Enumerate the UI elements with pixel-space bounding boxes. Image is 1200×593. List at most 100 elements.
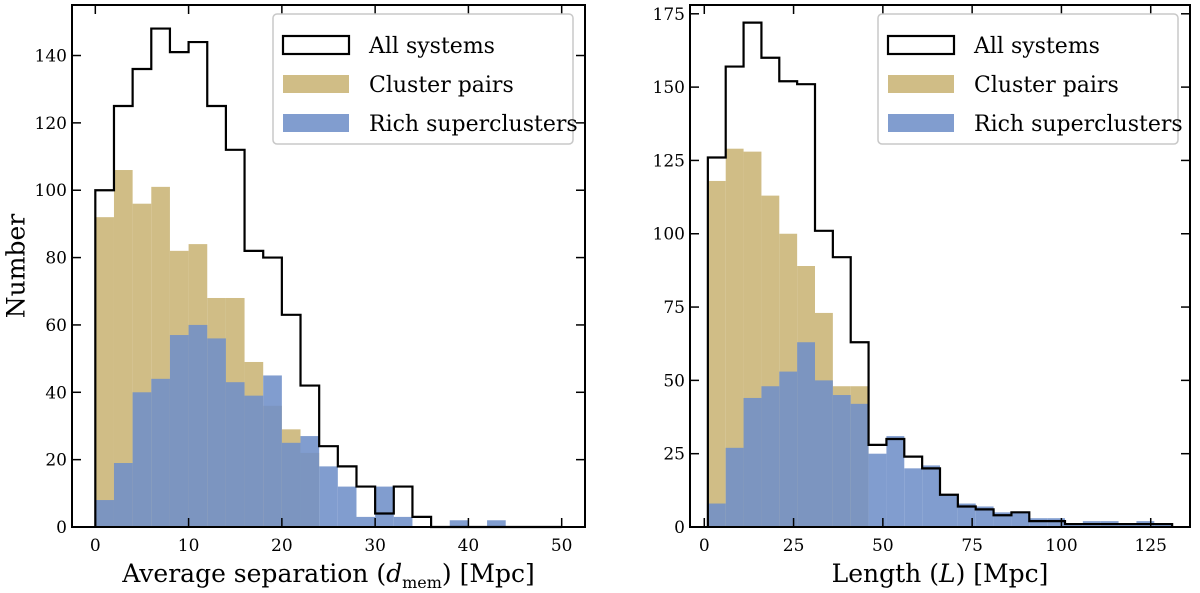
left-legend-label: All systems	[368, 34, 495, 59]
left-rich-superclusters-bar	[95, 500, 114, 527]
left-legend-label: Rich superclusters	[369, 112, 578, 137]
left-rich-superclusters-bar	[319, 466, 338, 527]
right-histogram-bars	[707, 148, 1173, 527]
right-axis-ticks: 0 25 50 75 100 125 0 25 50 75 100 125 150 175	[653, 5, 1190, 556]
left-rich-superclusters-bar	[169, 335, 189, 527]
left-legend-swatch	[283, 75, 349, 93]
right-rich-superclusters-bar	[868, 453, 887, 527]
left-rich-superclusters-bar	[281, 442, 301, 527]
right-rich-superclusters-bar	[940, 494, 958, 527]
left-xlabel-sub: mem	[402, 573, 442, 592]
left-rich-superclusters-bar	[356, 516, 376, 527]
left-histogram-panel: 0 10 20 30 40 50 0 20 40 60 80 100 120 140 All system…	[35, 4, 586, 592]
left-rich-superclusters-bar	[132, 392, 152, 527]
right-y-tick-label: 50	[663, 371, 685, 391]
left-y-tick-label: 0	[56, 518, 67, 538]
left-rich-superclusters-bar	[244, 395, 264, 527]
right-legend-swatch	[886, 34, 956, 56]
left-all-systems-outline	[94, 27, 562, 529]
left-x-tick-label: 30	[364, 536, 386, 556]
right-xlabel-var: L	[938, 559, 956, 588]
right-rich-superclusters-bar	[743, 397, 762, 527]
right-rich-superclusters-bar	[1118, 524, 1137, 527]
right-all-systems-step	[706, 21, 1174, 527]
left-x-tick-label: 0	[90, 536, 101, 556]
left-y-tick-label: 80	[45, 249, 67, 269]
right-histogram-panel: 0 25 50 75 100 125 0 25 50 75 100 125 150 175 All sys…	[653, 4, 1191, 588]
left-y-tick-label: 40	[45, 383, 67, 403]
right-y-tick-label: 125	[653, 151, 685, 171]
left-x-tick-label: 50	[551, 536, 573, 556]
right-cluster-pairs-bar	[725, 148, 744, 527]
right-rich-superclusters-bar	[850, 403, 869, 527]
right-rich-superclusters-bar	[797, 342, 815, 527]
left-rich-superclusters-bar	[113, 463, 133, 527]
left-rich-superclusters-bar	[225, 382, 245, 527]
right-y-tick-label: 150	[653, 78, 685, 98]
left-legend-swatch	[283, 114, 349, 132]
left-y-tick-label: 120	[35, 114, 67, 134]
left-axis-ticks: 0 10 20 30 40 50 0 20 40 60 80 100 120 140	[35, 5, 585, 556]
left-x-tick-label: 40	[458, 536, 480, 556]
right-rich-superclusters-bar	[886, 436, 905, 527]
right-x-tick-label: 0	[699, 536, 710, 556]
left-rich-superclusters-bar	[375, 486, 394, 527]
left-rich-superclusters-bar	[207, 338, 226, 527]
left-legend-swatch	[281, 34, 351, 56]
right-cluster-pairs-bar	[707, 180, 726, 527]
right-legend-label: Rich superclusters	[974, 112, 1183, 137]
left-rich-superclusters-bar	[487, 520, 506, 527]
right-y-tick-label: 0	[674, 518, 685, 538]
right-y-tick-label: 75	[663, 298, 685, 318]
left-plot-frame	[71, 4, 586, 528]
right-x-tick-label: 100	[1045, 536, 1077, 556]
left-rich-superclusters-bar	[151, 378, 170, 527]
left-cluster-pairs-bar	[113, 170, 133, 527]
left-all-systems-step	[94, 27, 562, 529]
right-rich-superclusters-bar	[1029, 518, 1048, 527]
left-y-tick-label: 140	[35, 47, 67, 67]
right-y-tick-label: 25	[663, 445, 685, 465]
left-y-tick-label: 100	[35, 181, 67, 201]
right-legend-swatch	[888, 114, 954, 132]
left-rich-superclusters-bar	[393, 516, 413, 527]
right-legend-label: Cluster pairs	[974, 73, 1119, 98]
left-rich-superclusters-bar	[300, 436, 320, 527]
left-x-tick-label: 10	[178, 536, 200, 556]
right-x-tick-label: 75	[961, 536, 983, 556]
right-rich-superclusters-bar	[832, 395, 851, 527]
right-x-tick-label: 25	[783, 536, 805, 556]
right-rich-superclusters-bar	[904, 468, 923, 527]
right-xlabel-prefix: Length (	[832, 559, 939, 588]
left-cluster-pairs-bar	[95, 217, 114, 528]
right-rich-superclusters-bar	[957, 503, 976, 527]
left-xlabel-prefix: Average separation (	[121, 559, 386, 588]
right-x-tick-label: 50	[872, 536, 894, 556]
right-rich-superclusters-bar	[815, 380, 833, 527]
right-xlabel-suffix: ) [Mpc]	[956, 559, 1049, 588]
left-xlabel-suffix: ) [Mpc]	[442, 559, 535, 588]
right-all-systems-outline	[706, 21, 1174, 527]
right-x-axis-label: Length (L) [Mpc]	[832, 559, 1049, 588]
right-legend-swatch	[888, 75, 954, 93]
right-rich-superclusters-bar	[779, 371, 798, 527]
right-rich-superclusters-bar	[761, 386, 780, 527]
right-rich-superclusters-bar	[975, 506, 994, 527]
left-x-tick-label: 20	[271, 536, 293, 556]
left-x-axis-label: Average separation (dmem) [Mpc]	[121, 559, 534, 592]
left-legend: All systems Cluster pairs Rich supercluste…	[272, 13, 578, 145]
left-legend-label: Cluster pairs	[369, 73, 514, 98]
right-y-tick-label: 100	[653, 225, 685, 245]
left-rich-superclusters-bar	[449, 520, 469, 527]
left-histogram-bars	[95, 170, 506, 528]
left-rich-superclusters-bar	[263, 375, 282, 527]
right-x-tick-label: 125	[1134, 536, 1166, 556]
left-xlabel-var: d	[386, 559, 402, 588]
right-rich-superclusters-bar	[1047, 518, 1065, 527]
right-rich-superclusters-bar	[707, 503, 726, 527]
right-rich-superclusters-bar	[1065, 524, 1083, 527]
left-y-tick-label: 60	[45, 316, 67, 336]
left-y-tick-label: 20	[45, 451, 67, 471]
right-plot-frame	[689, 4, 1191, 528]
